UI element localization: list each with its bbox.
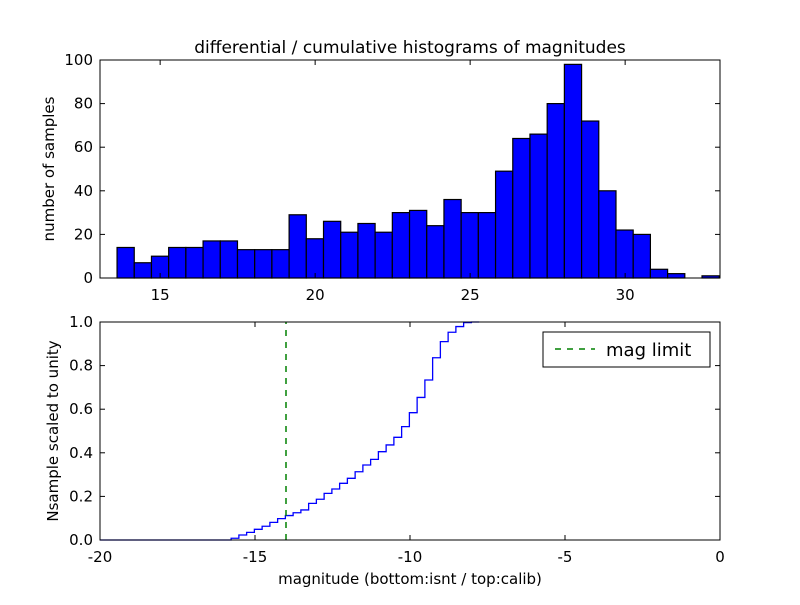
histogram-bar <box>168 246 187 279</box>
x-tick-label: 20 <box>306 286 325 304</box>
x-tick-label: 15 <box>151 286 170 304</box>
y-tick-label: 80 <box>74 95 93 113</box>
histogram-bar <box>426 225 445 279</box>
histogram-bar <box>374 231 393 279</box>
x-tick-label: 0 <box>715 548 725 566</box>
histogram-bar <box>649 268 669 279</box>
y-tick-label: 0.4 <box>69 444 93 462</box>
x-tick-label: -15 <box>243 548 268 566</box>
top-y-axis-label: number of samples <box>40 96 58 241</box>
histogram-bar <box>632 233 652 279</box>
histogram-bar <box>185 246 204 279</box>
histogram-bar <box>460 212 479 279</box>
bottom-x-axis-label: magnitude (bottom:isnt / top:calib) <box>278 570 542 588</box>
histogram-bar <box>202 240 221 279</box>
y-tick-label: 0.2 <box>69 487 93 505</box>
x-tick-label: -10 <box>398 548 423 566</box>
histogram-bar <box>322 220 342 279</box>
y-tick-label: 0 <box>83 269 93 287</box>
y-tick-label: 0.8 <box>69 357 93 375</box>
x-tick-label: -5 <box>558 548 573 566</box>
histogram-bar <box>133 262 153 279</box>
bottom-y-axis-label: Nsample scaled to unity <box>44 340 62 521</box>
histogram-bar <box>477 212 497 279</box>
histogram-bar <box>236 249 256 279</box>
histogram-bar <box>615 229 634 279</box>
x-tick-label: -20 <box>88 548 113 566</box>
histogram-bar <box>580 120 600 279</box>
x-tick-label: 30 <box>616 286 635 304</box>
histogram-bar <box>254 249 273 279</box>
y-tick-label: 0.6 <box>69 400 93 418</box>
histogram-bar <box>219 240 239 279</box>
histogram-bar <box>494 170 514 279</box>
y-tick-label: 40 <box>74 182 93 200</box>
chart-title: differential / cumulative histograms of … <box>194 38 626 58</box>
histogram-bar <box>443 198 462 279</box>
histogram-bar <box>305 238 325 279</box>
histogram-bar <box>271 249 290 279</box>
histogram-bar <box>391 212 411 279</box>
legend-mag-limit-label: mag limit <box>606 340 691 361</box>
x-tick-label: 25 <box>461 286 480 304</box>
y-tick-label: 1.0 <box>69 313 93 331</box>
cumulative-step-line <box>100 321 480 541</box>
histogram-bar <box>563 63 583 279</box>
histogram-bar <box>546 102 565 279</box>
legend: mag limit <box>542 331 711 368</box>
y-tick-label: 20 <box>74 225 93 243</box>
histogram-bar <box>512 137 531 279</box>
histogram-bar <box>529 133 548 279</box>
histogram-bar <box>357 222 376 279</box>
histogram-bar <box>116 246 135 279</box>
histogram-bar <box>288 214 307 279</box>
y-tick-label: 100 <box>64 51 93 69</box>
y-tick-label: 0.0 <box>69 531 93 549</box>
histogram-bar <box>598 190 617 279</box>
y-tick-label: 60 <box>74 138 93 156</box>
histogram-bar <box>408 209 428 279</box>
histogram-bar <box>667 273 686 279</box>
axes-frame <box>99 59 721 279</box>
histogram-bar <box>340 231 359 279</box>
